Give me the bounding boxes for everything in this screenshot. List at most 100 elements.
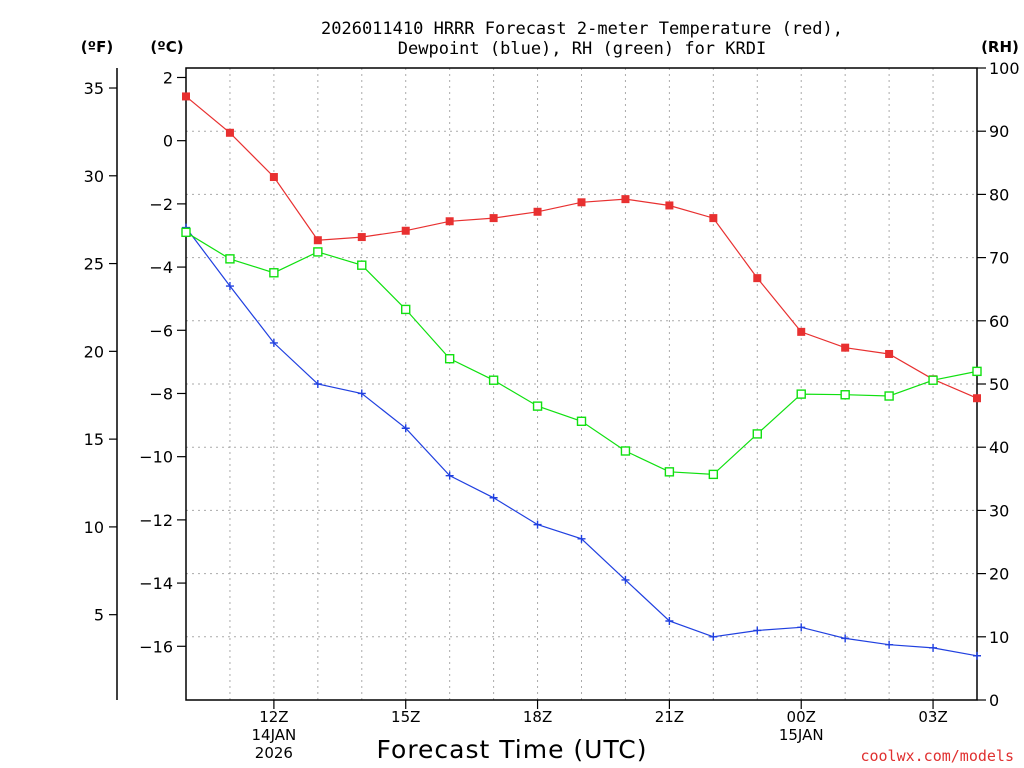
dewpoint-point xyxy=(621,575,630,584)
fahrenheit-unit-label: (ºF) xyxy=(81,38,113,56)
temperature-point xyxy=(577,198,586,207)
celsius-tick-label: −10 xyxy=(139,448,173,467)
rh-unit-label: (RH) xyxy=(981,38,1019,56)
rh-tick-label: 40 xyxy=(989,438,1009,457)
rh-tick-label: 100 xyxy=(989,59,1020,78)
dewpoint-point xyxy=(269,338,278,347)
rh-point xyxy=(576,416,587,426)
rh-tick-label: 80 xyxy=(989,185,1009,204)
temperature-point xyxy=(885,349,894,358)
series-line xyxy=(185,231,978,476)
rh-point xyxy=(752,429,762,439)
temperature-point xyxy=(401,226,410,235)
dewpoint-point xyxy=(929,643,938,652)
temperature-point xyxy=(841,343,850,352)
temperature-point xyxy=(225,128,234,137)
celsius-tick-label: −6 xyxy=(149,321,173,340)
dewpoint-point xyxy=(709,632,718,641)
rh-point xyxy=(620,446,631,456)
rh-tick-label: 30 xyxy=(989,501,1009,520)
dewpoint-point xyxy=(489,493,498,502)
rh-point xyxy=(532,401,543,411)
celsius-tick-label: −8 xyxy=(149,384,173,403)
dewpoint-point xyxy=(533,520,542,529)
fahrenheit-tick-label: 30 xyxy=(84,167,104,186)
series-rh xyxy=(181,227,982,480)
rh-tick-label: 60 xyxy=(989,312,1009,331)
celsius-tick-label: −16 xyxy=(139,637,173,656)
rh-tick-label: 10 xyxy=(989,628,1009,647)
temperature-point xyxy=(313,236,322,245)
rh-point xyxy=(225,254,235,264)
fahrenheit-tick-label: 10 xyxy=(84,518,104,537)
source-credit: coolwx.com/models xyxy=(860,747,1014,765)
data-series xyxy=(181,92,982,660)
fahrenheit-tick-label: 5 xyxy=(94,606,104,625)
x-tick-label: 2026 xyxy=(255,744,293,762)
axis-ticks: 20−2−4−6−8−10−12−14−16353025201510501020… xyxy=(84,59,1020,762)
fahrenheit-tick-label: 35 xyxy=(84,79,104,98)
x-tick-label: 18Z xyxy=(523,708,552,726)
series-temperature xyxy=(182,92,981,403)
temperature-point xyxy=(621,195,630,204)
rh-point xyxy=(928,375,938,385)
temperature-point xyxy=(797,327,806,336)
grid-lines xyxy=(186,68,977,700)
x-tick-label: 21Z xyxy=(655,708,684,726)
temperature-point xyxy=(357,233,366,242)
chart-title-line-1: 2026011410 HRRR Forecast 2-meter Tempera… xyxy=(321,19,843,39)
temperature-point xyxy=(973,394,981,403)
dewpoint-point xyxy=(841,634,850,643)
dewpoint-point xyxy=(225,282,234,291)
dewpoint-point xyxy=(445,471,454,480)
rh-point xyxy=(444,354,455,364)
dewpoint-point xyxy=(665,617,674,625)
rh-point xyxy=(796,389,806,399)
celsius-tick-label: 2 xyxy=(163,68,173,87)
x-tick-label: 14JAN xyxy=(252,726,297,744)
temperature-point xyxy=(445,217,454,226)
rh-point xyxy=(708,469,719,480)
rh-point xyxy=(972,366,982,377)
series-dewpoint xyxy=(182,223,981,660)
celsius-tick-label: −14 xyxy=(139,574,173,593)
temperature-point xyxy=(269,173,278,182)
rh-point xyxy=(840,390,850,400)
dewpoint-point xyxy=(357,389,366,398)
x-tick-label: 00Z xyxy=(787,708,816,726)
rh-tick-label: 90 xyxy=(989,122,1009,141)
temperature-point xyxy=(533,207,542,216)
dewpoint-point xyxy=(885,640,894,649)
x-tick-label: 12Z xyxy=(259,708,288,726)
temperature-point xyxy=(182,92,190,101)
temperature-point xyxy=(709,214,718,223)
rh-point xyxy=(313,247,323,257)
temperature-point xyxy=(753,274,762,283)
celsius-tick-label: −12 xyxy=(139,511,173,530)
x-tick-label: 03Z xyxy=(918,708,947,726)
rh-tick-label: 20 xyxy=(989,565,1009,584)
rh-tick-label: 70 xyxy=(989,249,1009,268)
rh-tick-label: 50 xyxy=(989,375,1009,394)
dewpoint-point xyxy=(401,424,410,433)
rh-point xyxy=(181,227,191,238)
celsius-tick-label: −4 xyxy=(149,258,173,277)
rh-point xyxy=(664,467,675,477)
dewpoint-point xyxy=(973,651,981,660)
temperature-point xyxy=(665,201,674,210)
rh-point xyxy=(488,375,499,385)
dewpoint-point xyxy=(313,380,322,388)
rh-tick-label: 0 xyxy=(989,691,999,710)
dewpoint-point xyxy=(577,534,586,543)
rh-point xyxy=(357,260,367,270)
rh-point xyxy=(884,391,894,401)
celsius-tick-label: 0 xyxy=(163,132,173,151)
x-tick-label: 15JAN xyxy=(779,726,824,744)
fahrenheit-tick-label: 20 xyxy=(84,342,104,361)
celsius-unit-label: (ºC) xyxy=(150,38,183,56)
dewpoint-point xyxy=(753,626,762,635)
x-tick-label: 15Z xyxy=(391,708,420,726)
fahrenheit-tick-label: 15 xyxy=(84,430,104,449)
celsius-tick-label: −2 xyxy=(149,195,173,214)
